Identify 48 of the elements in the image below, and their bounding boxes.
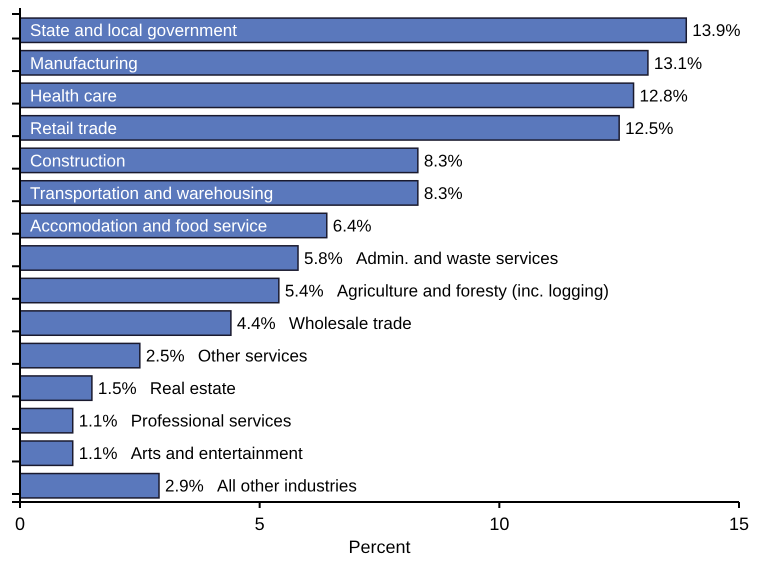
- y-tick-label: All other industries: [217, 476, 357, 496]
- y-tick-label: Construction: [30, 151, 126, 170]
- bar: [19, 278, 280, 304]
- x-axis-title: Percent: [348, 537, 411, 557]
- data-label: 2.5%: [146, 346, 185, 366]
- x-tick-label: 10: [489, 514, 510, 534]
- y-tick-label: Agriculture and foresty (inc. logging): [336, 281, 609, 300]
- data-label: 5.4%: [284, 281, 324, 300]
- y-tick-label: Admin. and waste services: [356, 248, 558, 268]
- data-label: 8.3%: [424, 184, 463, 203]
- bar: [19, 408, 74, 434]
- bar: [19, 82, 634, 108]
- y-tick-label: Transportation and warehousing: [30, 184, 274, 203]
- y-tick-label: Health care: [30, 86, 117, 106]
- y-tick-label: Professional services: [130, 412, 292, 431]
- x-tick-label: 5: [254, 514, 265, 534]
- data-label: 1.5%: [98, 379, 137, 398]
- y-tick-label: Wholesale trade: [288, 314, 412, 334]
- bar: [19, 342, 141, 369]
- data-label: 12.5%: [625, 118, 674, 138]
- y-tick-label: Retail trade: [30, 118, 117, 138]
- y-tick-label: Manufacturing: [30, 54, 138, 73]
- bar: [19, 147, 419, 174]
- x-tick-label: 15: [728, 514, 750, 534]
- data-label: 13.1%: [654, 54, 702, 73]
- data-label: 5.8%: [304, 248, 343, 268]
- y-tick-label: Other services: [198, 346, 308, 366]
- bar: [19, 50, 649, 76]
- bar: [19, 114, 620, 141]
- y-tick-label: State and local government: [30, 21, 238, 40]
- data-label: 12.8%: [640, 86, 688, 106]
- data-label: 8.3%: [424, 151, 463, 170]
- bar: [19, 17, 688, 44]
- data-label: 1.1%: [78, 412, 118, 431]
- data-label: 2.9%: [165, 476, 204, 496]
- x-tick-label: 0: [14, 514, 26, 534]
- y-tick-label: Accomodation and food service: [30, 216, 268, 236]
- bar: [19, 310, 232, 336]
- data-label: 4.4%: [236, 314, 276, 334]
- bar: [19, 440, 74, 466]
- bar: [19, 472, 160, 499]
- data-label: 1.1%: [78, 444, 118, 464]
- data-label: 6.4%: [332, 216, 372, 236]
- bar: [19, 245, 299, 271]
- bar: [19, 375, 93, 402]
- y-tick-label: Real estate: [150, 379, 236, 398]
- y-tick-label: Arts and entertainment: [130, 444, 303, 464]
- data-label: 13.9%: [692, 21, 740, 40]
